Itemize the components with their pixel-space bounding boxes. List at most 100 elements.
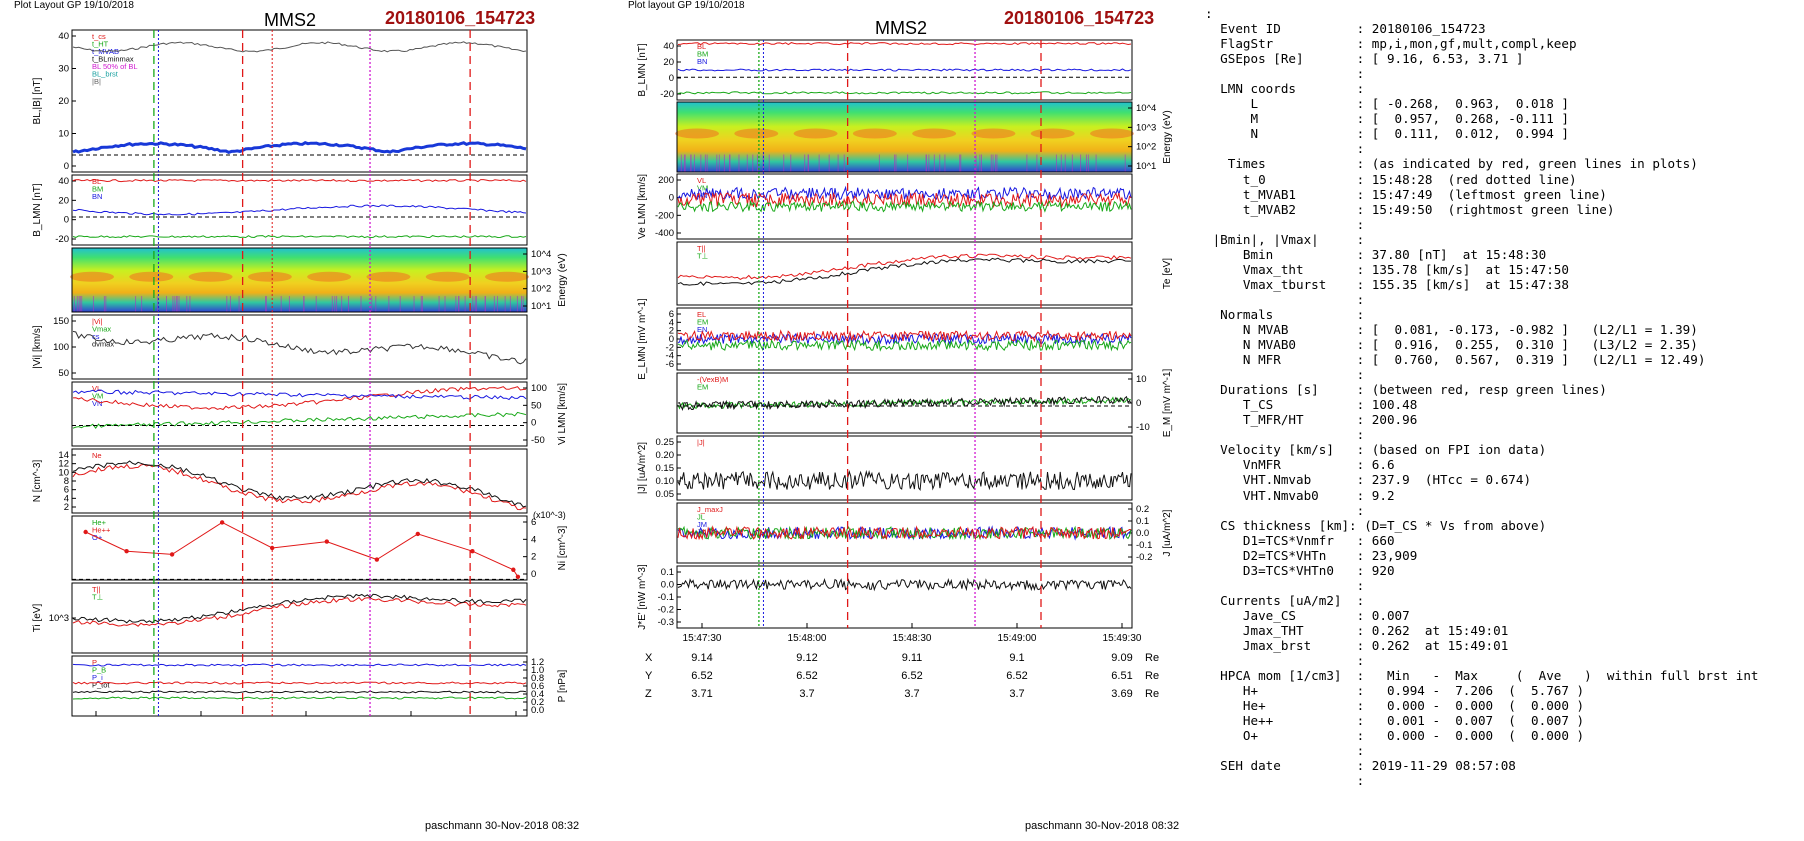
info-line: CS thickness [km]: (D=T_CS * Vs from abo… xyxy=(1205,517,1547,533)
legend-entry: P_B xyxy=(92,666,106,675)
y-axis-label: J*E' [nW m^-3] xyxy=(637,564,648,630)
y-tick-label: 6 xyxy=(669,309,674,320)
info-line: VnMFR : 6.6 xyxy=(1205,457,1395,473)
info-line: L : [ -0.268, 0.963, 0.018 ] xyxy=(1205,96,1569,112)
info-line: Currents [uA/m2] : xyxy=(1205,592,1365,608)
y-axis-label: Ti [eV] xyxy=(32,604,43,633)
y-tick-label: 10^3 xyxy=(531,266,551,277)
y-tick-label: -20 xyxy=(660,89,674,100)
coord-unit: Re xyxy=(1145,688,1159,700)
panel-8: 0.1 0.0-0.1 -0.2-0.3 J*E' [nW m^-3] xyxy=(637,564,1133,630)
bl-line xyxy=(72,179,527,183)
info-line: VHT.Nmvab : 237.9 (HTcc = 0.674) xyxy=(1205,472,1532,488)
y-tick-label: 1.2 xyxy=(531,657,544,668)
y-tick-label: 0.2 xyxy=(1136,504,1149,515)
je-line xyxy=(677,577,1132,592)
coord-value: 3.71 xyxy=(691,688,712,700)
y-tick-label: 100 xyxy=(53,342,69,353)
legend-entry: VN xyxy=(92,399,102,408)
y-tick-label: 0.10 xyxy=(656,476,675,487)
info-line: D2=TCS*VHTn : 23,909 xyxy=(1205,547,1418,563)
coord-value: 9.09 xyxy=(1111,652,1132,664)
legend-entry: T|| xyxy=(697,244,706,253)
panel-frame xyxy=(676,241,1133,306)
x-tick-label: 15:49:00 xyxy=(998,633,1037,644)
info-line: LMN coords : xyxy=(1205,81,1365,97)
info-line: Jmax_THT : 0.262 at 15:49:01 xyxy=(1205,622,1509,638)
legend-entry: EN xyxy=(697,325,707,334)
vexb-m-line xyxy=(677,395,1132,412)
info-line: Jmax_brst : 0.262 at 15:49:01 xyxy=(1205,637,1509,653)
legend-entry: BN xyxy=(92,192,102,201)
t-perp-line xyxy=(72,593,527,624)
spectrogram-hot-region xyxy=(734,128,779,139)
coord-value: 6.52 xyxy=(691,670,712,682)
bm-line xyxy=(72,204,527,216)
spectrogram-hot-region xyxy=(852,128,897,139)
panel-frame xyxy=(71,314,528,380)
panel-frame xyxy=(71,448,528,514)
spectrogram-hot-region xyxy=(366,271,411,282)
y-tick-label: 0.0 xyxy=(1136,528,1149,539)
y-tick-label: 0.1 xyxy=(661,567,674,578)
y-tick-label: 10^3 xyxy=(1136,122,1156,133)
y-tick-label: 0.15 xyxy=(656,463,675,474)
legend-entry: P_tot xyxy=(92,681,110,690)
y-tick-label: 1.0 xyxy=(531,665,544,676)
y-tick-label: 10^2 xyxy=(531,284,551,295)
y-tick-label: 50 xyxy=(531,400,542,411)
y-tick-label: -0.2 xyxy=(658,605,674,616)
y-tick-label: 40 xyxy=(58,176,69,187)
info-line: N : [ 0.111, 0.012, 0.994 ] xyxy=(1205,126,1569,142)
jm-line xyxy=(677,525,1132,541)
y-tick-label: 20 xyxy=(663,57,674,68)
info-line: Bmin : 37.80 [nT] at 15:48:30 xyxy=(1205,246,1547,262)
coord-value: 9.14 xyxy=(691,652,712,664)
y-tick-label: 40 xyxy=(663,41,674,52)
coord-value: 6.51 xyxy=(1111,670,1132,682)
coord-value: 6.52 xyxy=(1006,670,1027,682)
spectrogram-hot-region xyxy=(1030,128,1075,139)
y-tick-label: 200 xyxy=(658,175,674,186)
y-tick-label: 50 xyxy=(58,368,69,379)
y-tick-label: 0 xyxy=(669,334,674,345)
info-line: He+ : 0.000 - 0.000 ( 0.000 ) xyxy=(1205,698,1585,714)
x-tick-label: 15:48:30 xyxy=(893,633,932,644)
jn-line xyxy=(677,525,1132,541)
y-tick-label: -0.2 xyxy=(1136,552,1152,563)
panel-frame xyxy=(71,655,528,717)
panel-6: 0.25 0.20 0.15 0.10 0.05 |J| [uA/m^2] |J| xyxy=(637,435,1133,501)
y-tick-label: 0 xyxy=(531,569,536,580)
info-line: : xyxy=(1205,773,1365,789)
y-tick-label: 10 xyxy=(1136,374,1147,385)
legend-entry: -(VexB)M xyxy=(697,375,728,384)
y-tick-label: 10^4 xyxy=(531,249,551,260)
middle-event-title: 20180106_154723 xyxy=(1004,8,1155,28)
y-tick-label: 2 xyxy=(669,326,674,337)
info-line: t_0 : 15:48:28 (red dotted line) xyxy=(1205,171,1577,187)
panel-frame xyxy=(676,435,1133,501)
info-line: : xyxy=(1205,367,1365,383)
coord-value: 3.69 xyxy=(1111,688,1132,700)
y-tick-label: 4 xyxy=(669,317,674,328)
x-tick-label: 15:49:30 xyxy=(1103,633,1142,644)
legend-entry: VL xyxy=(697,176,706,185)
y-tick-label: -400 xyxy=(655,228,674,239)
coord-value: 9.12 xyxy=(796,652,817,664)
y-tick-label: 0 xyxy=(531,418,536,429)
spectrogram-hot-region xyxy=(188,271,233,282)
x-tick-label: 15:48:00 xyxy=(788,633,827,644)
y-tick-label: 0.0 xyxy=(661,580,674,591)
legend-entry: He++ xyxy=(92,526,111,535)
info-line: Event ID : 20180106_154723 xyxy=(1205,21,1486,37)
y-tick-label: 14 xyxy=(58,450,69,461)
legend-entry: Vmax xyxy=(92,325,111,334)
y-tick-label: -200 xyxy=(655,210,674,221)
axis-scale-label: (x10^-3) xyxy=(533,510,566,520)
info-line: M : [ 0.957, 0.268, -0.111 ] xyxy=(1205,111,1569,127)
spectrogram-hot-region xyxy=(485,271,529,282)
